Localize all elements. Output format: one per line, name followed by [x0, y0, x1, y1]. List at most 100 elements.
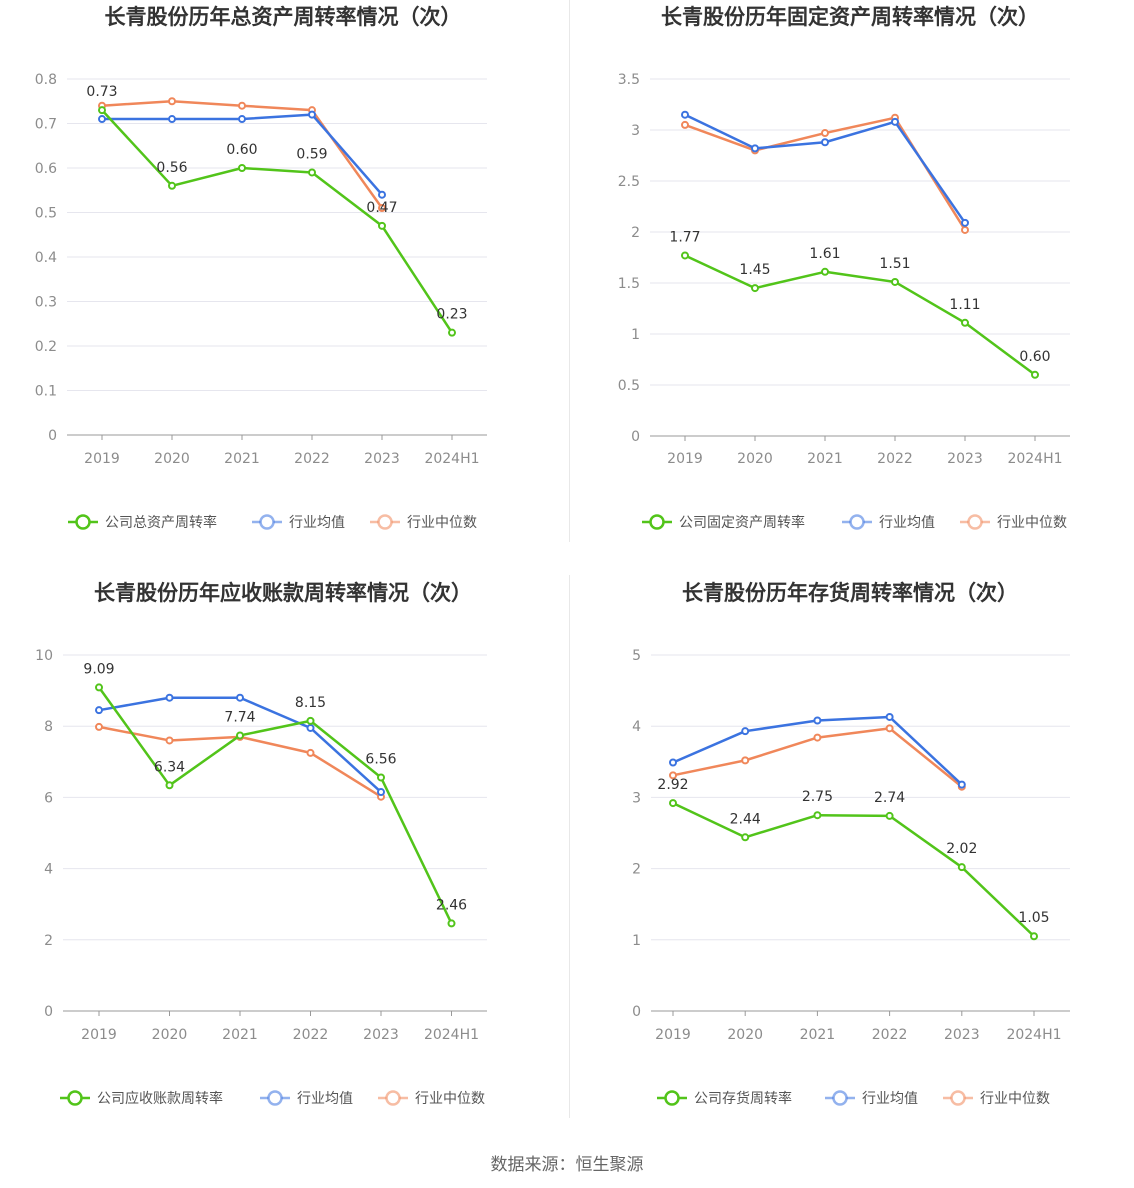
y-tick-label: 6 [44, 790, 53, 806]
y-tick-label: 0.3 [35, 295, 57, 311]
x-tick-label: 2021 [800, 1027, 836, 1043]
divider-top [569, 0, 570, 542]
y-tick-label: 1 [632, 933, 641, 949]
data-point-average [669, 758, 677, 767]
legend-label: 公司固定资产周转率 [679, 514, 805, 531]
data-point-company [98, 106, 106, 115]
data-label: 2.02 [946, 841, 977, 857]
data-label: 8.15 [295, 695, 326, 711]
data-point-company [1031, 370, 1039, 379]
chart-title: 长青股份历年固定资产周转率情况（次） [661, 5, 1039, 29]
x-tick-label: 2024H1 [424, 451, 479, 467]
y-tick-label: 2 [631, 225, 640, 241]
x-tick-label: 2019 [667, 451, 703, 467]
data-point-median [821, 129, 829, 138]
legend-swatch-marker [259, 514, 275, 530]
x-tick-label: 2020 [737, 451, 773, 467]
y-tick-label: 2.5 [618, 174, 640, 190]
x-tick-label: 2023 [364, 451, 400, 467]
data-point-average [95, 706, 103, 715]
y-tick-label: 3.5 [618, 72, 640, 88]
series-line-company [672, 801, 1035, 938]
legend-swatch-marker [385, 1090, 401, 1106]
legend-label: 行业中位数 [980, 1091, 1050, 1107]
legend-swatch-marker [664, 1090, 680, 1106]
data-label: 7.74 [224, 709, 255, 725]
data-point-average [891, 117, 899, 126]
y-tick-label: 0 [48, 428, 57, 444]
data-point-average [236, 693, 244, 702]
data-point-company [961, 318, 969, 327]
y-tick-label: 4 [632, 719, 641, 735]
data-point-median [885, 724, 894, 733]
x-tick-label: 2022 [877, 451, 913, 467]
data-point-median [681, 120, 689, 129]
data-label: 6.56 [365, 751, 396, 767]
data-point-average [238, 115, 246, 124]
data-point-company [306, 716, 315, 725]
legend-label: 行业中位数 [407, 515, 477, 531]
y-tick-label: 0 [632, 1004, 641, 1020]
data-point-median [238, 101, 246, 110]
data-point-company [236, 731, 244, 740]
data-label: 2.75 [802, 789, 833, 805]
data-point-company [447, 919, 456, 928]
x-tick-label: 2021 [222, 1027, 258, 1043]
data-label: 0.60 [226, 142, 257, 158]
data-point-average [306, 723, 315, 732]
y-tick-label: 2 [632, 862, 641, 878]
legend-swatch-marker [649, 514, 665, 530]
legend-label: 行业均值 [879, 515, 935, 531]
data-label: 1.51 [879, 256, 910, 272]
chart-panel-fixed-asset-turnover: 长青股份历年固定资产周转率情况（次） 0 0.5 1 1.5 2 2.5 3 3.5 2019 20… [567, 0, 1134, 575]
x-tick-label: 2022 [293, 1027, 329, 1043]
x-tick-label: 2019 [81, 1027, 117, 1043]
data-point-company [377, 773, 385, 782]
x-tick-label: 2020 [154, 451, 190, 467]
legend-swatch-marker [832, 1090, 848, 1106]
chart-svg-2: 长青股份历年应收账款周转率情况（次） 0 2 4 6 8 10 2019 2020 2021 202… [35, 581, 487, 1107]
data-point-average [308, 110, 316, 119]
data-point-company [891, 277, 899, 286]
series-line-company [97, 686, 453, 924]
legend-label: 公司存货周转率 [694, 1090, 792, 1107]
x-tick-label: 2019 [84, 451, 120, 467]
legend-swatch-marker [67, 1090, 83, 1106]
chart-panel-receivables-turnover: 长青股份历年应收账款周转率情况（次） 0 2 4 6 8 10 2019 2020 2021 202… [0, 575, 567, 1150]
x-tick-label: 2022 [872, 1027, 908, 1043]
data-point-company [669, 799, 677, 808]
x-tick-label: 2024H1 [1007, 451, 1062, 467]
y-tick-label: 1.5 [618, 276, 640, 292]
data-point-company [681, 251, 689, 260]
x-tick-label: 2023 [947, 451, 983, 467]
data-label: 0.73 [86, 84, 117, 100]
data-point-average [168, 115, 176, 124]
data-label: 0.60 [1019, 349, 1050, 365]
data-point-company [308, 168, 316, 177]
data-point-median [168, 97, 176, 106]
data-point-company [751, 284, 759, 293]
data-point-average [961, 218, 969, 227]
data-point-median [95, 722, 103, 731]
data-point-company [168, 181, 176, 190]
legend-label: 行业中位数 [997, 515, 1067, 531]
data-label: 6.34 [154, 759, 185, 775]
data-point-company [741, 833, 750, 842]
x-tick-label: 2024H1 [1006, 1027, 1061, 1043]
legend-swatch-marker [950, 1090, 966, 1106]
chart-panel-total-asset-turnover: 长青股份历年总资产周转率情况（次） 0 0.1 0.2 0.3 0.4 0.5 0.6 0.7 0… [0, 0, 567, 575]
x-tick-label: 2022 [294, 451, 330, 467]
data-point-median [741, 756, 750, 765]
series-line-company [101, 109, 454, 334]
y-tick-label: 4 [44, 862, 53, 878]
chart-panel-inventory-turnover: 长青股份历年存货周转率情况（次） 0 1 2 3 4 5 2019 2020 2021 2022 20… [567, 575, 1134, 1150]
data-label: 2.44 [730, 811, 761, 827]
data-point-company [448, 328, 456, 337]
y-tick-label: 0.4 [35, 250, 57, 266]
legend-swatch-marker [849, 514, 865, 530]
x-tick-label: 2024H1 [424, 1027, 479, 1043]
series-line-company [684, 254, 1036, 376]
data-point-company [95, 683, 103, 692]
chart-title: 长青股份历年总资产周转率情况（次） [105, 5, 462, 29]
data-point-company [885, 811, 894, 820]
